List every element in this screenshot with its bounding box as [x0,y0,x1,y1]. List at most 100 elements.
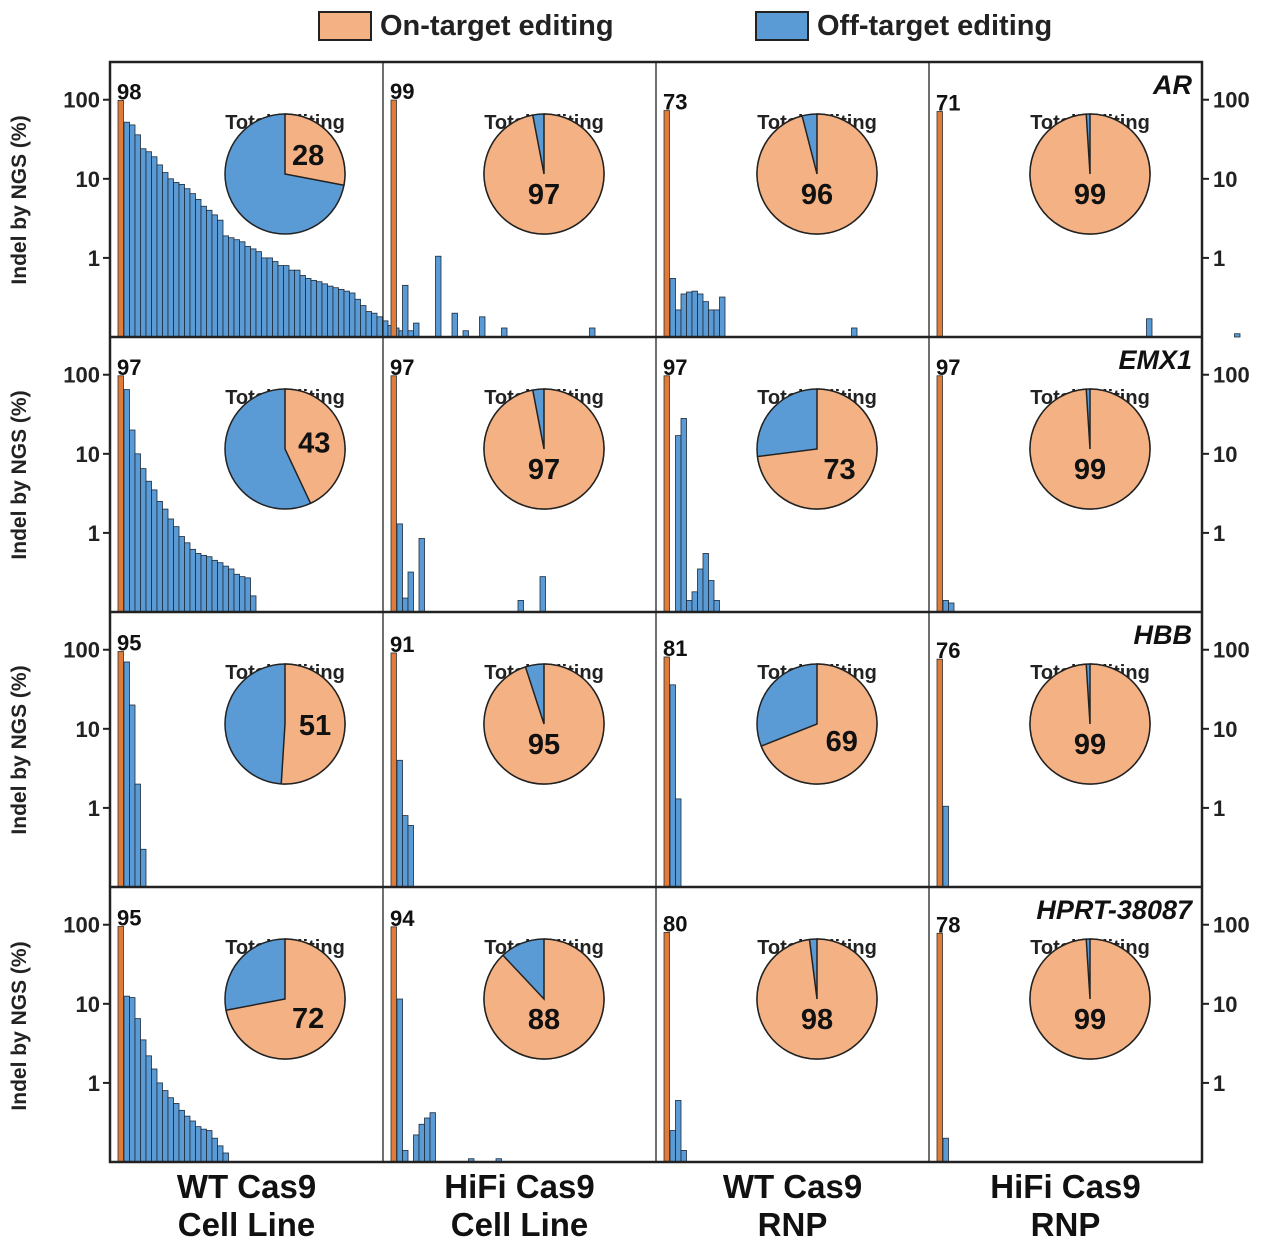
pie-on-target-slice [1029,388,1151,510]
off-target-bar [402,284,409,338]
off-target-bar [206,209,213,338]
off-target-bar [675,435,682,613]
column-label-wt-cas9-rnp: WT Cas9 RNP [722,1168,863,1243]
off-target-bar [129,997,136,1163]
off-target-bar [167,518,174,613]
off-target-bar [332,287,339,338]
pie-value-label: 99 [1074,729,1106,761]
off-target-bar [708,580,715,613]
pie-value-label: 97 [528,454,560,486]
on-target-bar [663,931,670,1163]
off-target-bar [200,205,207,338]
on-target-value-label: 98 [117,79,141,104]
off-target-bar [1146,318,1153,338]
pie-on-target-slice [760,663,878,785]
legend-off-target: Off-target editing [755,8,1052,44]
legend-on-target-label: On-target editing [380,9,614,42]
off-target-bar [134,783,141,888]
off-target-bar [517,600,524,613]
off-target-bar [942,805,949,888]
on-target-bar [390,652,397,888]
off-target-bar [189,548,196,613]
on-target-value-label: 91 [390,632,414,657]
off-target-bar [129,704,136,888]
on-target-bar [390,99,397,338]
off-target-bar [184,188,191,338]
on-target-bar [117,651,124,888]
panel-hprt-38087-4: 78Total Editing99 [936,912,1151,1163]
off-target-bar [244,245,251,338]
pie-value-label: 95 [528,729,560,761]
off-target-bar [222,1152,229,1163]
pie-value-label: 72 [292,1003,324,1035]
off-target-bar [211,559,218,613]
off-target-bar [316,281,323,338]
panel-hbb-4: 76Total Editing99 [936,638,1151,888]
y-tick-label-left: 10 [76,717,100,742]
off-target-bar [680,418,687,613]
gene-label-ar: AR [1152,70,1192,100]
gene-label-emx1: EMX1 [1118,345,1192,375]
y-tick-label-right: 1 [1213,796,1225,821]
off-target-bar [418,538,425,613]
off-target-bar [167,178,174,338]
off-target-bar [713,600,720,613]
off-target-bar [948,602,955,613]
off-target-bar [184,1115,191,1163]
on-target-value-label: 76 [936,638,960,663]
pie-on-target-slice [483,113,605,235]
on-target-bar [663,110,670,338]
off-target-bar [178,536,185,613]
off-target-bar [129,124,136,338]
off-target-bar [156,1082,163,1163]
off-target-bar [162,172,169,338]
y-tick-label-right: 100 [1213,88,1250,113]
off-target-bar [942,600,949,613]
pie-on-target-slice [284,113,346,187]
on-target-value-label: 71 [936,90,960,115]
off-target-bar [686,600,693,613]
panel-ar-4: 71Total Editing99 [936,90,1241,338]
pie-value-label: 28 [292,140,324,172]
off-target-bar [413,1134,420,1163]
off-target-bar [140,848,147,888]
off-target-bar [145,1055,152,1163]
off-target-bar [675,309,682,338]
pie-value-label: 51 [299,710,331,742]
y-tick-label-right: 100 [1213,363,1250,388]
off-target-bar [195,553,202,613]
y-tick-label-right: 10 [1213,442,1237,467]
y-tick-label-left: 10 [76,167,100,192]
off-target-bar [173,182,180,338]
off-target-bar [233,239,240,338]
on-target-bar [117,100,124,338]
off-target-bar [407,571,414,613]
off-target-bar [413,322,420,338]
pie-value-label: 99 [1074,1004,1106,1036]
legend-off-target-swatch [755,11,809,41]
panel-ar-3: 73Total Editing96 [663,90,878,338]
off-target-bar [151,489,158,613]
off-target-bar [424,1117,431,1163]
off-target-bar [255,251,262,338]
off-target-bar [272,261,279,338]
off-target-bar [123,661,130,888]
off-target-bar [501,327,508,338]
off-target-bar [376,316,383,338]
off-target-bar [162,1090,169,1163]
pie-value-label: 43 [298,427,330,459]
off-target-bar [189,193,196,338]
off-target-bar [708,309,715,338]
off-target-bar [942,1137,949,1163]
off-target-bar [697,293,704,338]
off-target-bar [402,1150,409,1163]
off-target-bar [184,542,191,613]
off-target-bar [145,151,152,338]
off-target-bar [349,292,356,338]
y-tick-label-right: 10 [1213,717,1237,742]
y-tick-label-right: 1 [1213,1071,1225,1096]
off-target-bar [140,148,147,338]
on-target-bar [936,658,943,888]
